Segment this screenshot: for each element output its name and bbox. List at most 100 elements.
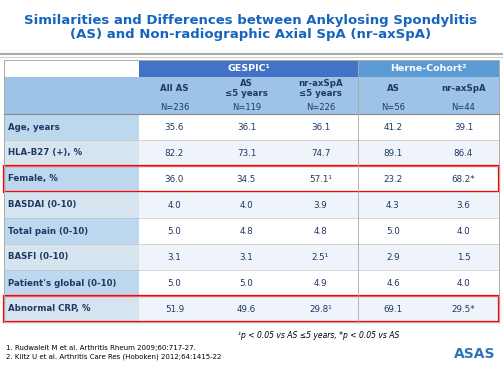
Text: 4.8: 4.8 [239, 227, 254, 235]
Text: N=226: N=226 [306, 103, 335, 111]
Bar [428, 166, 499, 192]
Text: 2. Kiltz U et al. Arthritis Care Res (Hoboken) 2012;64:1415-22: 2. Kiltz U et al. Arthritis Care Res (Ho… [6, 353, 221, 359]
Text: 3.6: 3.6 [457, 200, 470, 210]
Bar [4, 140, 139, 166]
Bar [139, 270, 210, 296]
Text: 36.1: 36.1 [311, 123, 330, 131]
Bar [358, 77, 428, 100]
Text: 51.9: 51.9 [165, 304, 184, 314]
Bar [358, 140, 428, 166]
Bar [139, 296, 210, 322]
Bar [283, 270, 358, 296]
Text: 3.1: 3.1 [239, 252, 254, 262]
Bar [358, 114, 428, 140]
Text: 4.0: 4.0 [457, 279, 470, 287]
Text: 73.1: 73.1 [237, 148, 256, 158]
Text: 74.7: 74.7 [311, 148, 330, 158]
Bar [4, 296, 499, 322]
Text: 4.6: 4.6 [386, 279, 400, 287]
Bar [283, 192, 358, 218]
Bar [210, 166, 283, 192]
Text: 69.1: 69.1 [383, 304, 402, 314]
Bar [210, 114, 283, 140]
Bar [428, 77, 499, 100]
Text: Age, years: Age, years [8, 123, 60, 131]
Text: 82.2: 82.2 [165, 148, 184, 158]
Text: 1.5: 1.5 [457, 252, 470, 262]
Text: All AS: All AS [160, 84, 189, 93]
Bar [139, 100, 210, 114]
Bar [358, 244, 428, 270]
Text: 23.2: 23.2 [383, 175, 402, 183]
Bar [358, 192, 428, 218]
Bar [4, 192, 139, 218]
Bar [358, 270, 428, 296]
Bar [210, 296, 283, 322]
Text: ¹p < 0.05 vs AS ≤5 years, *p < 0.05 vs AS: ¹p < 0.05 vs AS ≤5 years, *p < 0.05 vs A… [238, 331, 400, 340]
Bar [283, 114, 358, 140]
Text: 4.0: 4.0 [239, 200, 254, 210]
Text: 89.1: 89.1 [383, 148, 402, 158]
Bar [283, 296, 358, 322]
Bar [428, 192, 499, 218]
Bar [4, 60, 139, 77]
Bar [139, 218, 210, 244]
Text: 4.9: 4.9 [314, 279, 327, 287]
Bar [428, 296, 499, 322]
Text: 4.3: 4.3 [386, 200, 400, 210]
Bar [210, 192, 283, 218]
Text: N=56: N=56 [381, 103, 405, 111]
Text: 41.2: 41.2 [383, 123, 402, 131]
Text: Total pain (0-10): Total pain (0-10) [8, 227, 88, 235]
Bar [210, 77, 283, 100]
Bar [210, 270, 283, 296]
Bar [283, 218, 358, 244]
Text: Patient's global (0-10): Patient's global (0-10) [8, 279, 116, 287]
Bar [210, 100, 283, 114]
Bar [4, 296, 139, 322]
Bar [139, 114, 210, 140]
Text: 4.0: 4.0 [457, 227, 470, 235]
Bar [358, 60, 499, 77]
Bar [4, 166, 139, 192]
Text: (AS) and Non-radiographic Axial SpA (nr-axSpA): (AS) and Non-radiographic Axial SpA (nr-… [70, 28, 432, 41]
Text: 2.9: 2.9 [386, 252, 400, 262]
Bar [358, 296, 428, 322]
Text: 5.0: 5.0 [239, 279, 254, 287]
Text: Similarities and Differences between Ankylosing Spondylitis: Similarities and Differences between Ank… [25, 14, 477, 27]
Bar [283, 140, 358, 166]
Text: 3.1: 3.1 [167, 252, 182, 262]
Bar [210, 218, 283, 244]
Text: 68.2*: 68.2* [452, 175, 475, 183]
Text: 36.1: 36.1 [237, 123, 256, 131]
Text: AS
≤5 years: AS ≤5 years [225, 79, 268, 98]
Bar [428, 100, 499, 114]
Bar [4, 77, 139, 100]
Bar [4, 60, 499, 322]
Text: Herne-Cohort²: Herne-Cohort² [390, 64, 467, 73]
Text: N=119: N=119 [232, 103, 261, 111]
Bar [283, 100, 358, 114]
Text: 36.0: 36.0 [165, 175, 184, 183]
Text: 57.1¹: 57.1¹ [309, 175, 332, 183]
Bar [428, 140, 499, 166]
Text: Female, %: Female, % [8, 175, 58, 183]
Bar [4, 166, 499, 192]
Text: 34.5: 34.5 [237, 175, 256, 183]
Text: nr-axSpA: nr-axSpA [441, 84, 486, 93]
Bar [428, 114, 499, 140]
Text: N=44: N=44 [452, 103, 475, 111]
Bar [4, 100, 139, 114]
Bar [4, 270, 139, 296]
Text: Abnormal CRP, %: Abnormal CRP, % [8, 304, 91, 314]
Bar [428, 270, 499, 296]
Text: 4.0: 4.0 [167, 200, 182, 210]
Text: 2.5¹: 2.5¹ [312, 252, 329, 262]
Bar [139, 140, 210, 166]
Bar [4, 218, 139, 244]
Text: 29.5*: 29.5* [452, 304, 475, 314]
Bar [358, 100, 428, 114]
Bar [4, 114, 139, 140]
Text: nr-axSpA
≤5 years: nr-axSpA ≤5 years [298, 79, 343, 98]
Text: GESPIC¹: GESPIC¹ [227, 64, 270, 73]
